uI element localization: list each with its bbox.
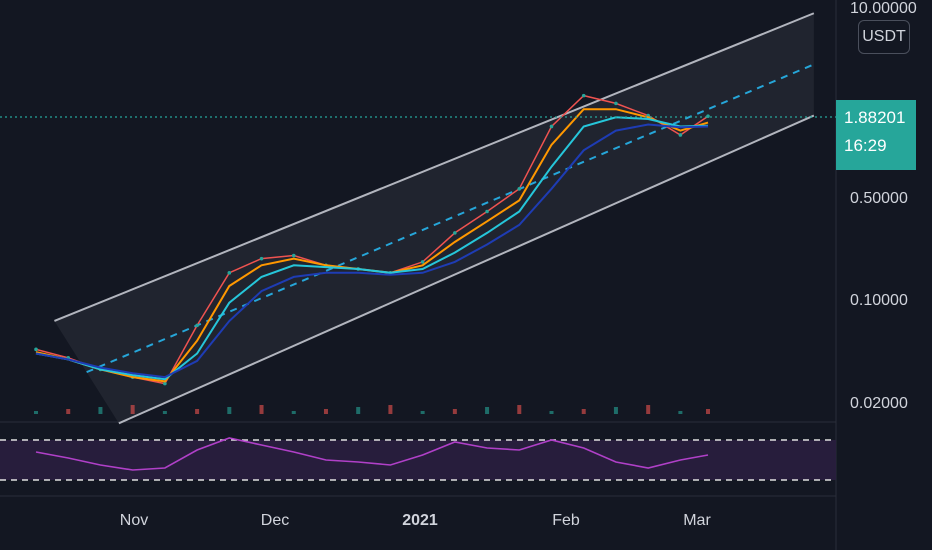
volume-bar <box>549 411 554 414</box>
y-tick-label: 10.00000 <box>850 0 917 17</box>
x-tick-label: Nov <box>119 512 149 529</box>
volume-bar <box>323 409 328 414</box>
ema-mid-line <box>35 116 709 381</box>
moving-averages <box>34 93 710 386</box>
volume-bar <box>646 405 651 414</box>
price-point <box>485 209 489 214</box>
volume-bar <box>98 407 103 414</box>
rsi-band <box>0 440 836 480</box>
channel-fill <box>54 13 814 424</box>
price-point <box>517 187 522 191</box>
currency-unit-button[interactable]: USDT <box>858 20 910 54</box>
price-point <box>706 114 710 119</box>
x-tick-label: Feb <box>552 512 580 529</box>
volume-bars <box>34 405 710 414</box>
rsi-series <box>35 437 709 471</box>
price-point <box>581 93 586 98</box>
price-point <box>163 381 167 386</box>
price-point <box>259 256 264 261</box>
y-tick-label: 0.50000 <box>850 190 908 207</box>
volume-bar <box>291 411 296 414</box>
candle-countdown: 16:29 <box>844 136 887 155</box>
price-point <box>195 323 199 328</box>
price-point <box>227 271 232 275</box>
volume-bar <box>581 409 586 414</box>
trend-channel <box>54 12 815 425</box>
y-tick-label: 0.10000 <box>850 292 908 309</box>
y-tick-label: 0.02000 <box>850 395 908 412</box>
last-price-badge: 1.88201 16:29 <box>836 100 916 170</box>
price-point <box>291 253 296 258</box>
volume-bar <box>706 409 710 414</box>
x-tick-label: Mar <box>683 512 711 529</box>
volume-bar <box>485 407 490 414</box>
price-point <box>678 133 683 137</box>
channel-lower <box>118 114 815 425</box>
volume-bar <box>195 409 200 414</box>
price-point <box>34 347 38 352</box>
ema-slow-line <box>35 123 709 379</box>
volume-bar <box>613 407 618 414</box>
volume-bar <box>162 411 167 414</box>
price-point <box>453 231 457 235</box>
x-tick-label: Dec <box>260 512 290 529</box>
volume-bar <box>452 409 457 414</box>
volume-bar <box>259 405 264 414</box>
price-point <box>420 260 425 264</box>
last-price-value: 1.88201 <box>844 108 906 127</box>
volume-bar <box>420 411 425 414</box>
volume-bar <box>356 407 361 414</box>
volume-bar <box>388 405 393 414</box>
price-point <box>549 124 554 129</box>
channel-upper <box>54 12 815 322</box>
x-tick-label: 2021 <box>402 512 438 529</box>
volume-bar <box>227 407 232 414</box>
rsi-line <box>35 437 709 471</box>
price-point <box>614 101 618 106</box>
volume-bar <box>678 411 683 414</box>
volume-bar <box>66 409 71 414</box>
volume-bar <box>34 411 38 414</box>
volume-bar <box>130 405 135 414</box>
volume-bar <box>517 405 522 414</box>
